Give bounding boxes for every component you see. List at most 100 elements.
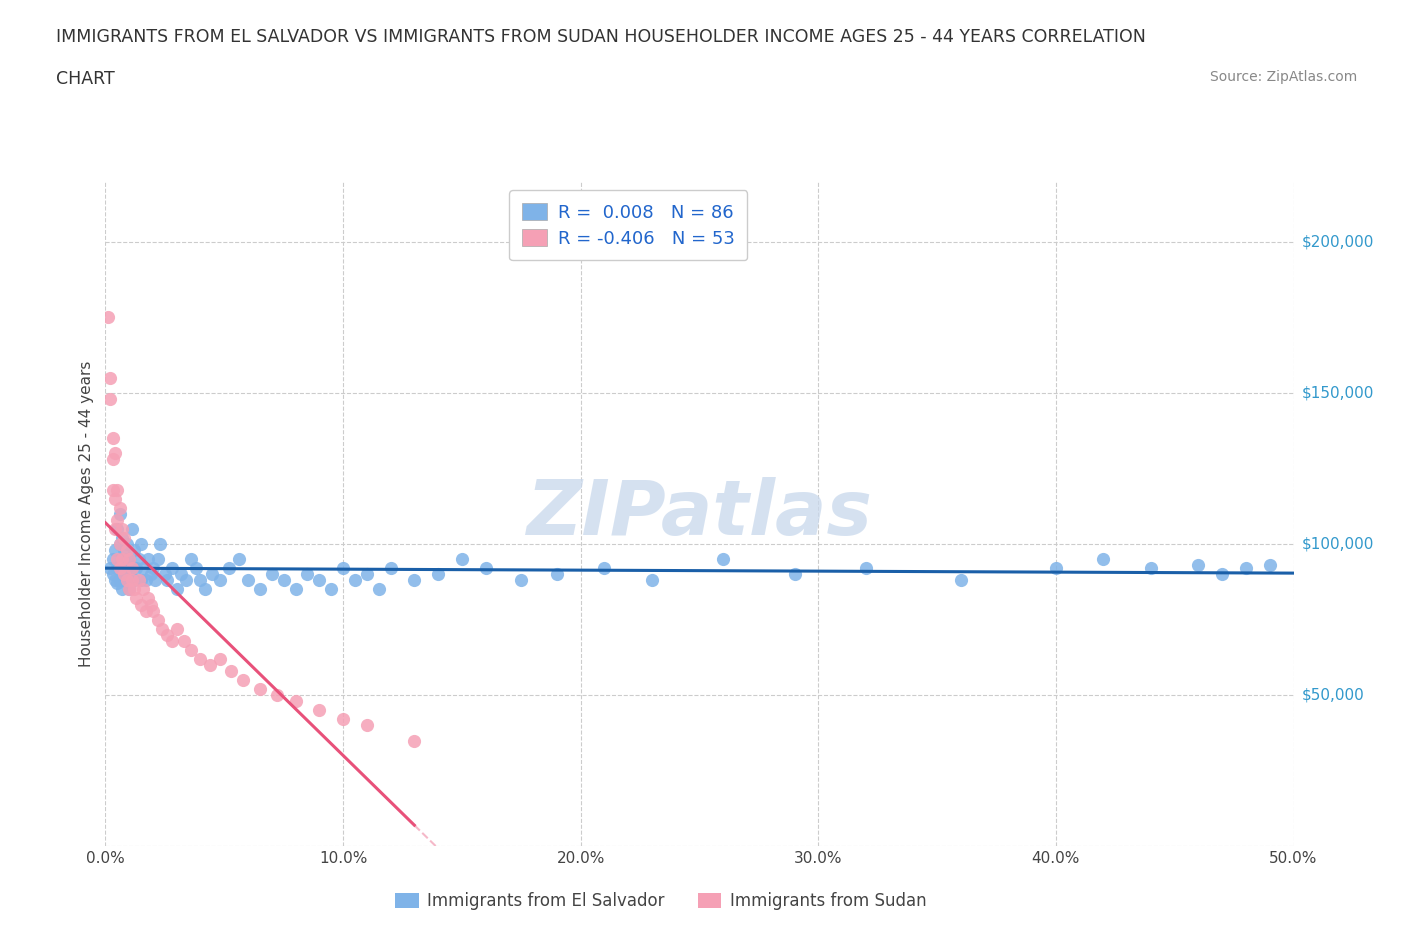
Point [343,573,366,588]
Point [450,551,472,566]
Point [114,531,136,546]
Point [111,531,134,546]
Point [510,573,533,588]
Point [1045,561,1067,576]
Point [166,582,188,597]
Point [121,561,143,576]
Point [136,551,159,566]
Point [115,537,138,551]
Point [198,658,221,672]
Point [139,597,162,612]
Point [122,582,145,597]
Point [201,567,224,582]
Point [108,573,131,588]
Point [221,664,243,679]
Point [160,633,183,648]
Point [308,703,330,718]
Point [1258,558,1281,573]
Point [249,582,271,597]
Point [135,573,157,588]
Point [139,567,162,582]
Point [101,551,124,566]
Point [180,551,202,566]
Point [194,582,217,597]
Y-axis label: Householder Income Ages 25 - 44 years: Householder Income Ages 25 - 44 years [79,361,94,667]
Point [118,551,141,566]
Point [166,621,188,636]
Point [114,567,136,582]
Point [170,567,193,582]
Point [115,551,138,566]
Point [143,573,166,588]
Point [98,392,121,406]
Point [125,591,148,606]
Point [105,512,128,527]
Text: $200,000: $200,000 [1302,234,1374,249]
Point [156,573,179,588]
Point [153,567,176,582]
Point [111,551,134,566]
Point [121,522,143,537]
Text: $150,000: $150,000 [1302,385,1374,401]
Point [105,561,128,576]
Point [1187,558,1209,573]
Point [104,491,127,506]
Point [115,561,138,576]
Point [208,573,231,588]
Point [297,567,319,582]
Point [332,712,354,727]
Point [232,672,254,687]
Point [380,561,402,576]
Point [284,582,307,597]
Point [783,567,806,582]
Text: IMMIGRANTS FROM EL SALVADOR VS IMMIGRANTS FROM SUDAN HOUSEHOLDER INCOME AGES 25 : IMMIGRANTS FROM EL SALVADOR VS IMMIGRANT… [56,28,1146,46]
Point [1234,561,1257,576]
Point [284,694,307,709]
Point [1140,561,1163,576]
Point [1211,567,1233,582]
Point [474,561,496,576]
Point [114,567,136,582]
Legend: Immigrants from El Salvador, Immigrants from Sudan: Immigrants from El Salvador, Immigrants … [388,885,934,917]
Legend: R =  0.008   N = 86, R = -0.406   N = 53: R = 0.008 N = 86, R = -0.406 N = 53 [509,191,748,260]
Point [641,573,664,588]
Point [142,561,165,576]
Point [111,522,134,537]
Point [121,573,143,588]
Text: $50,000: $50,000 [1302,687,1365,703]
Point [108,561,131,576]
Point [332,561,354,576]
Point [98,370,121,385]
Point [104,446,127,461]
Point [273,573,295,588]
Point [136,591,159,606]
Point [208,652,231,667]
Point [356,567,378,582]
Point [427,567,450,582]
Point [160,561,183,576]
Point [114,543,136,558]
Point [173,633,195,648]
Point [855,561,877,576]
Point [105,551,128,566]
Point [266,688,288,703]
Text: Source: ZipAtlas.com: Source: ZipAtlas.com [1209,70,1357,84]
Point [236,573,259,588]
Point [218,561,240,576]
Point [108,537,131,551]
Point [142,604,165,618]
Point [135,604,157,618]
Point [108,507,131,522]
Point [367,582,389,597]
Point [228,551,250,566]
Point [118,582,141,597]
Point [146,612,169,627]
Point [128,573,150,588]
Point [190,573,212,588]
Point [146,551,169,566]
Point [101,431,124,445]
Point [105,522,128,537]
Point [122,573,145,588]
Point [101,567,124,582]
Point [115,543,138,558]
